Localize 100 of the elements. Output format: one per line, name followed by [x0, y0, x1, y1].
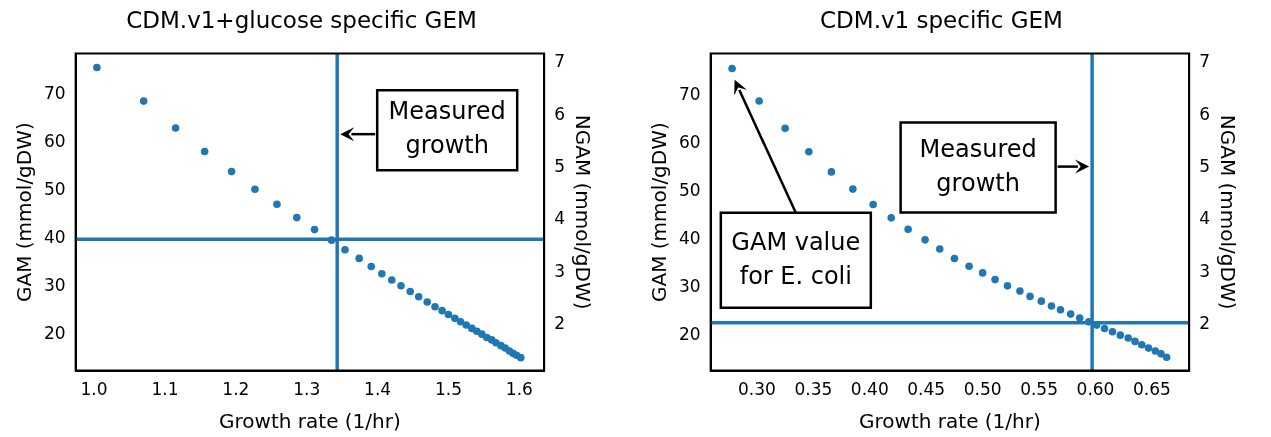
point — [869, 200, 877, 209]
y2-tick-label: 3 — [1199, 260, 1211, 281]
y2-tick-label: 2 — [1199, 312, 1211, 333]
y-tick-label: 60 — [43, 131, 66, 152]
y-tick-label: 70 — [43, 83, 66, 104]
y-tick-label: 40 — [678, 227, 701, 248]
point — [965, 262, 973, 271]
point — [849, 185, 857, 193]
x-tick-label: 1.0 — [80, 379, 108, 400]
point — [1066, 310, 1075, 318]
x-axis-title: Growth rate (1/hr) — [219, 409, 401, 434]
point — [397, 281, 405, 290]
point — [1131, 337, 1139, 346]
x-tick-label: 1.1 — [151, 379, 179, 400]
point — [378, 269, 386, 278]
y-tick-label: 20 — [678, 323, 701, 344]
point — [1162, 353, 1171, 361]
y-tick-label: 40 — [43, 227, 66, 248]
point — [292, 213, 301, 222]
y2-tick-label: 5 — [1199, 156, 1211, 177]
point — [462, 321, 471, 329]
x-tick-label: 1.5 — [434, 379, 463, 400]
y-tick-label: 50 — [678, 179, 701, 200]
y2-tick-label: 2 — [554, 312, 566, 333]
point — [781, 124, 789, 133]
point — [1037, 297, 1046, 305]
point — [978, 269, 987, 277]
point — [827, 168, 836, 176]
point — [387, 276, 396, 284]
point — [1026, 292, 1034, 301]
y2-tick-label: 6 — [1199, 103, 1211, 124]
x-tick-label: 0.30 — [737, 379, 776, 400]
point — [310, 225, 319, 234]
point — [1075, 314, 1084, 322]
x-tick-label: 0.65 — [1133, 379, 1171, 400]
point — [728, 64, 736, 73]
x-tick-label: 1.4 — [364, 379, 392, 400]
y2-axis-title: NGAM (mmol/gDW) — [570, 114, 595, 310]
y-tick-label: 20 — [43, 323, 66, 344]
point — [341, 245, 349, 254]
point — [1144, 344, 1153, 352]
y-tick-label: 70 — [678, 84, 701, 105]
annotation: GAM value for E. coli — [731, 227, 861, 290]
x-tick-label: 0.55 — [1020, 379, 1058, 400]
point — [171, 124, 180, 132]
point — [516, 353, 525, 362]
point — [1124, 334, 1133, 342]
y-tick-label: 50 — [43, 179, 66, 200]
point — [431, 303, 439, 311]
point — [935, 245, 944, 253]
point — [1016, 287, 1024, 295]
x-tick-label: 0.35 — [794, 379, 833, 400]
x-tick-label: 0.45 — [907, 379, 946, 400]
point — [414, 292, 423, 301]
x-tick-label: 0.40 — [850, 379, 889, 400]
y2-tick-label: 4 — [1199, 208, 1211, 229]
point — [451, 314, 459, 323]
y2-tick-label: 6 — [554, 103, 566, 124]
point — [1108, 328, 1117, 336]
y-tick-label: 60 — [678, 132, 701, 153]
y2-tick-label: 5 — [554, 156, 566, 177]
point — [805, 147, 813, 156]
point — [273, 200, 281, 208]
annotation: Measured growth — [919, 134, 1037, 197]
point — [251, 185, 259, 194]
point — [1151, 347, 1160, 355]
point — [327, 236, 336, 244]
annotation: Measured growth — [388, 97, 506, 160]
y2-tick-label: 4 — [554, 208, 566, 229]
point — [406, 287, 415, 296]
y-tick-label: 30 — [43, 275, 66, 296]
point — [355, 254, 363, 263]
point — [456, 317, 465, 326]
point — [950, 254, 959, 263]
point — [904, 225, 912, 234]
point — [438, 306, 446, 315]
x-tick-label: 1.6 — [505, 379, 533, 400]
x-axis-title: Growth rate (1/hr) — [859, 409, 1041, 434]
point — [93, 63, 101, 72]
point — [921, 236, 929, 244]
point — [1100, 324, 1109, 333]
y2-tick-label: 3 — [554, 260, 566, 281]
chart-title: CDM.v1 specific GEM — [820, 6, 1063, 33]
chart-title: CDM.v1+glucose specific GEM — [126, 6, 477, 33]
x-tick-label: 0.60 — [1076, 379, 1115, 400]
y-axis-title: GAM (mmol/gDW) — [12, 122, 37, 302]
point — [444, 310, 453, 319]
point — [991, 275, 999, 284]
point — [1056, 305, 1065, 314]
x-tick-label: 1.2 — [222, 379, 250, 400]
point — [1116, 331, 1125, 339]
point — [200, 147, 209, 156]
point — [1003, 282, 1012, 290]
point — [887, 214, 896, 222]
point — [139, 97, 148, 105]
y2-axis-title: NGAM (mmol/gDW) — [1215, 114, 1240, 310]
x-tick-label: 0.50 — [963, 379, 1002, 400]
point — [367, 262, 376, 271]
point — [755, 97, 763, 105]
y2-tick-label: 7 — [1199, 51, 1211, 72]
